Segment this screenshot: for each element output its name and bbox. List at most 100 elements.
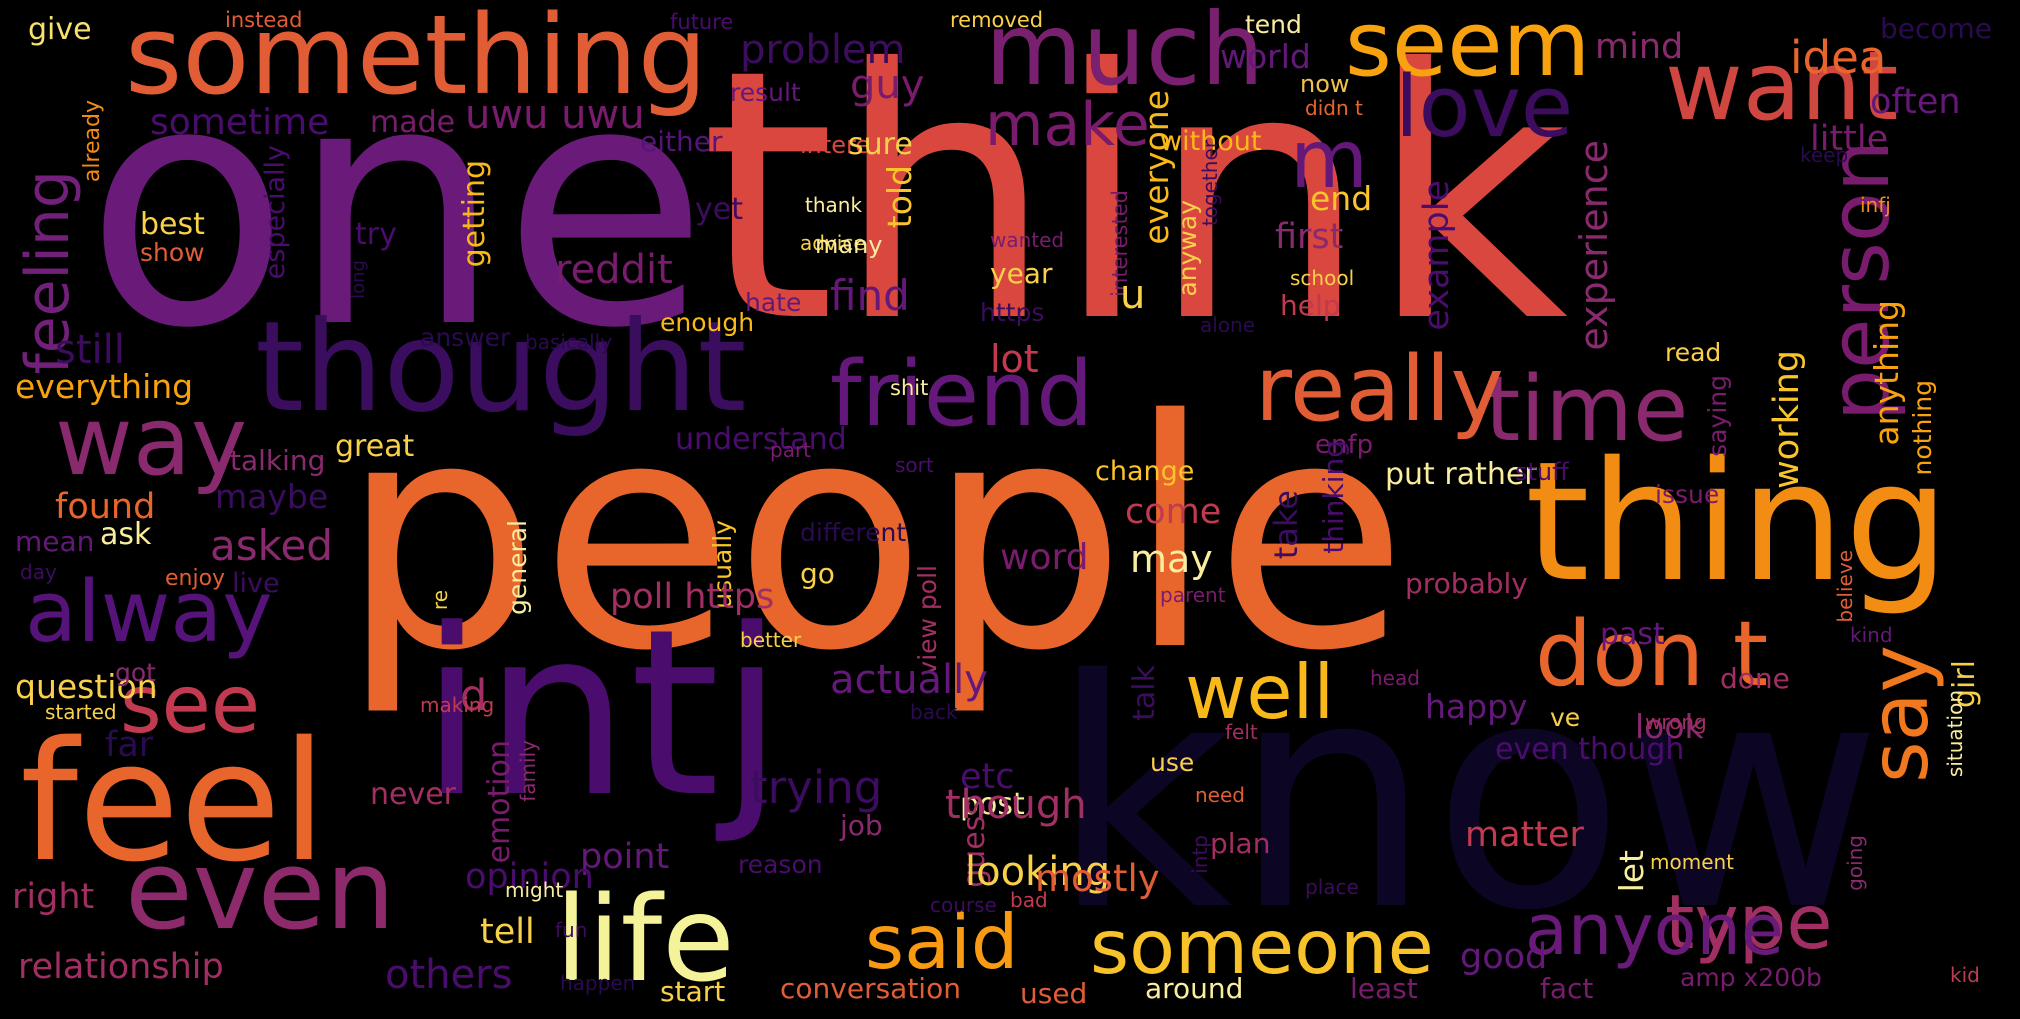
word: happy [1425,687,1528,726]
word: asked [210,521,333,570]
word: kid [1950,963,1980,987]
word: family [516,740,540,802]
word: around [1145,972,1244,1005]
word: future [670,10,734,34]
word: advice [800,231,866,255]
word: type [1665,878,1833,966]
word: saying [1703,375,1732,457]
word: way [55,387,248,497]
word: often [1870,82,1961,122]
word: re [428,590,452,611]
word: https [980,298,1045,327]
word: someone [1090,903,1434,991]
word: give [28,12,92,47]
word: wanted [990,228,1065,252]
word: start [660,975,726,1008]
word: interest [800,131,893,159]
word: u [1120,272,1146,318]
word: either [640,125,723,158]
word: idea [1790,31,1887,84]
word: happen [560,971,636,995]
word: alone [1200,313,1256,337]
word: first [1275,217,1344,257]
word: job [840,809,883,842]
word: far [105,725,154,765]
word: ve [1550,703,1581,732]
word: place [1305,875,1359,899]
word: already [80,100,105,183]
word: enfp [1315,430,1374,460]
word: question [15,667,158,706]
word: plan [1210,827,1271,860]
word: yet [695,192,743,227]
word: hate [745,288,802,317]
word: even though [1495,732,1685,767]
word: general [503,520,532,616]
word: others [385,952,513,998]
word: done [1720,662,1790,695]
word: word [1000,537,1089,578]
word: something [125,0,708,119]
word: see [120,658,261,751]
word: think [700,0,1569,398]
word: might [505,878,564,902]
word: become [1880,12,1993,45]
word: thank [805,193,863,217]
word: look [1635,707,1704,746]
word: anything [1867,300,1906,446]
word: sure [848,127,913,162]
word: tell [480,912,535,952]
word: started [45,700,117,724]
word: everyone [1137,90,1176,245]
word: back [910,700,958,724]
word: people [340,354,1408,720]
word: sometime [150,102,330,143]
word: problem [740,27,906,73]
word: situation [1943,690,1967,778]
word: feel [20,706,327,898]
word: ask [100,517,152,552]
word: past [1600,617,1665,652]
word: issue [1655,480,1720,509]
word: mostly [1035,857,1160,900]
word: example [1417,180,1457,331]
word: good [1460,937,1548,977]
word: got [115,658,156,687]
word: day [20,560,57,584]
word: without [1160,126,1262,157]
word: mind [1595,27,1684,67]
word: looking [965,849,1111,895]
word: bad [1010,888,1048,912]
word: fact [1540,972,1594,1005]
word: anyway [1173,200,1202,297]
word: put rather [1385,457,1537,492]
word: school [1290,266,1355,290]
word: relationship [18,947,224,987]
word: course [930,893,997,917]
word: many [815,231,883,259]
word: getting [457,160,492,268]
word: maybe [215,477,329,516]
word: now [1300,70,1350,98]
word: felt [1225,720,1258,744]
word: trying [750,761,883,814]
word: especially [260,145,291,280]
word: take [1267,490,1305,560]
word: read [1665,338,1722,367]
word: make [985,90,1150,160]
word: alway [25,563,273,662]
word: moment [1650,850,1735,874]
word: tend [1245,10,1302,39]
word: enjoy [165,566,226,591]
word: year [990,257,1053,290]
word: never [370,777,457,812]
word: m [1290,113,1368,206]
word: seem [1345,0,1591,97]
word: need [1195,783,1245,807]
word: better [740,628,802,652]
word: post [960,787,1025,822]
word: anyone [1525,889,1784,971]
word: told [880,165,919,229]
word: d [460,671,488,721]
